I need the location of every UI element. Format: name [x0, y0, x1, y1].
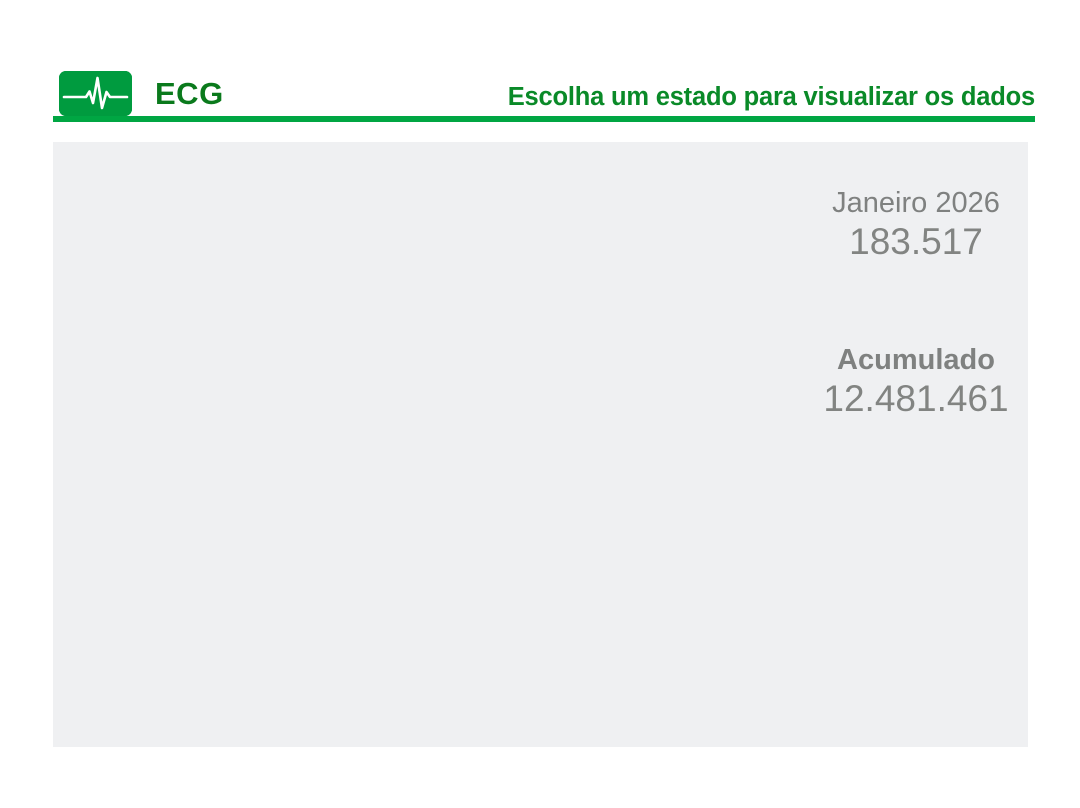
kpi-stack: Janeiro 2026 183.517 Acumulado 12.481.46… — [716, 187, 1080, 420]
kpi-month-label: Janeiro 2026 — [832, 187, 1000, 219]
page-title: Escolha um estado para visualizar os dad… — [507, 83, 1035, 111]
kpi-accumulated-value: 12.481.461 — [823, 378, 1009, 420]
kpi-month-value: 183.517 — [849, 221, 983, 263]
app-header: ECG Escolha um estado para visualizar os… — [0, 0, 1080, 128]
content-panel: Janeiro 2026 183.517 Acumulado 12.481.46… — [53, 142, 1028, 747]
kpi-accumulated: Acumulado 12.481.461 — [716, 344, 1080, 420]
kpi-accumulated-label: Acumulado — [837, 343, 995, 376]
header-divider — [53, 116, 1035, 122]
brand-block: ECG — [59, 71, 224, 116]
kpi-month: Janeiro 2026 183.517 — [716, 187, 1080, 263]
ecg-heartbeat-icon — [59, 71, 132, 116]
brand-name: ECG — [155, 76, 224, 111]
